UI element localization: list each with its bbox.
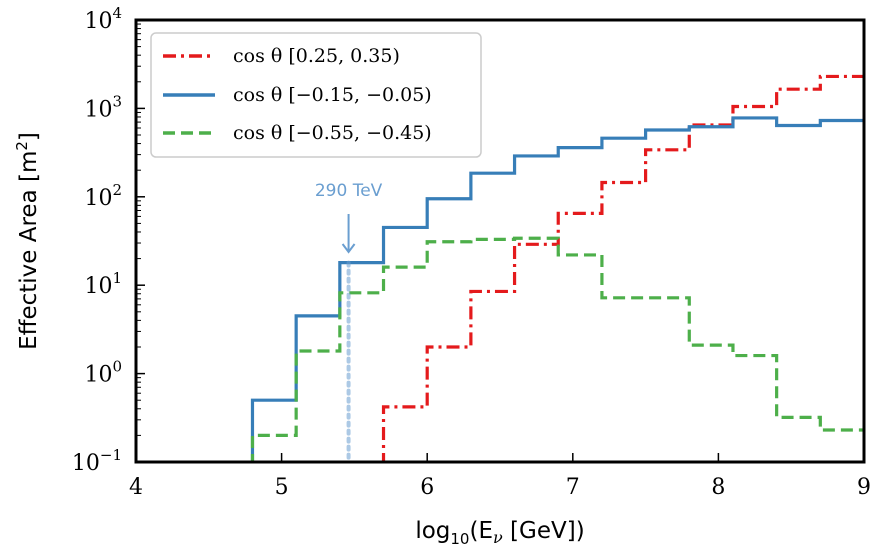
x-tick-label: 5 — [275, 475, 289, 500]
x-tick-label: 4 — [129, 475, 143, 500]
legend-label-series-0: cos θ [0.25, 0.35) — [233, 45, 400, 67]
legend-label-series-2: cos θ [−0.55, −0.45) — [233, 122, 432, 144]
series-line-1 — [250, 116, 864, 462]
y-tick-label: 103 — [84, 92, 122, 122]
legend-entry-series-0: cos θ [0.25, 0.35) — [163, 45, 400, 67]
x-tick-label: 9 — [857, 475, 871, 500]
legend-box — [150, 32, 482, 158]
y-axis-label: Effective Area [m2] — [13, 132, 42, 350]
series-line-0 — [381, 74, 864, 462]
legend-entry-series-1: cos θ [−0.15, −0.05) — [163, 84, 432, 106]
x-tick-label: 8 — [711, 475, 725, 500]
y-tick-label: 104 — [84, 4, 122, 34]
legend-label-series-1: cos θ [−0.15, −0.05) — [233, 84, 432, 106]
legend: cos θ [0.25, 0.35) cos θ [−0.15, −0.05) … — [150, 32, 482, 158]
series-layer — [250, 74, 864, 462]
series-line-2 — [250, 236, 864, 462]
energy-annotation: 290 TeV — [315, 181, 383, 464]
x-tick-labels: 4 5 6 7 8 9 — [129, 475, 871, 500]
x-tick-label: 7 — [566, 475, 580, 500]
x-tick-label: 6 — [420, 475, 434, 500]
y-tick-label: 101 — [84, 269, 122, 299]
legend-entry-series-2: cos θ [−0.55, −0.45) — [163, 122, 432, 144]
x-axis-label: log10(Eν [GeV]) — [415, 518, 584, 548]
plot-frame — [134, 18, 866, 464]
y-tick-label: 102 — [84, 181, 122, 211]
y-tick-label: 10−1 — [72, 446, 122, 476]
y-tick-labels: 10−1 100 101 102 103 104 — [72, 4, 122, 476]
annotation-label: 290 TeV — [315, 181, 383, 201]
y-tick-label: 100 — [84, 358, 122, 388]
annotation-arrow-head — [341, 243, 356, 254]
